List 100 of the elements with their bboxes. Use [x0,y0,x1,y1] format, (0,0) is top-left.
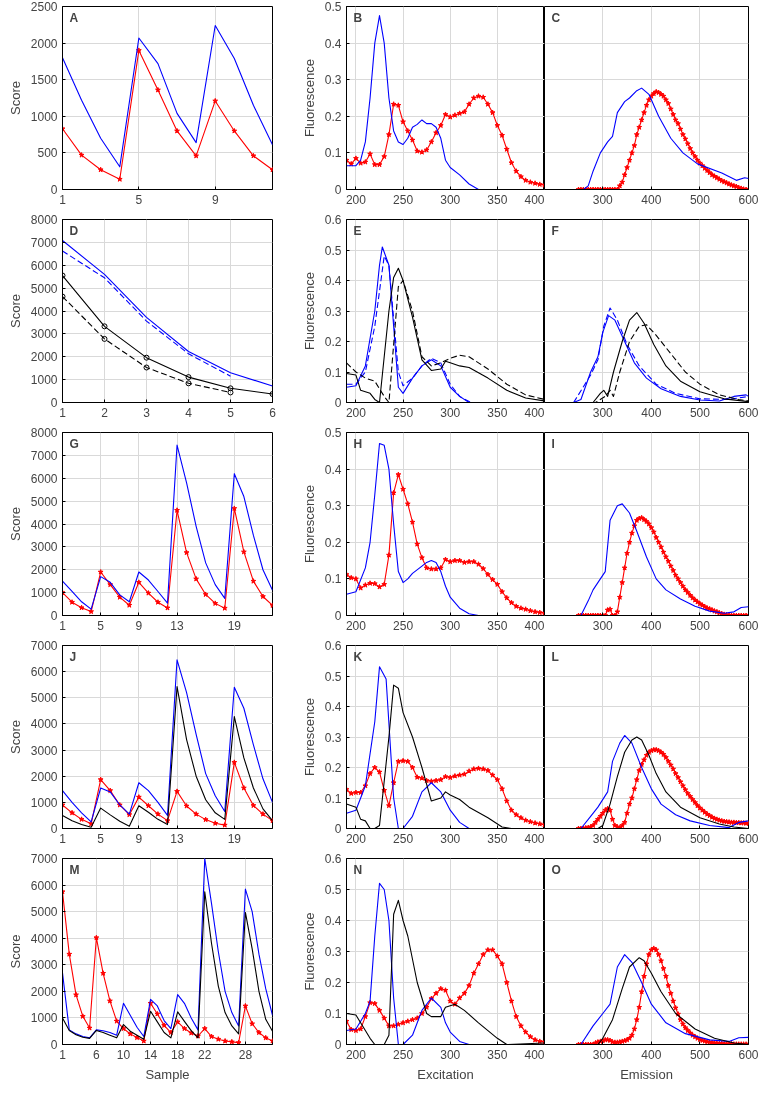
x-tick-label: 250 [393,1047,414,1062]
x-tick-label: 5 [97,831,105,846]
x-tick-label: 1 [59,405,67,420]
y-tick-label: 0 [334,822,342,836]
x-tick-label: 600 [738,618,759,633]
chart-title: G [69,436,79,451]
y-tick-label: 0.6 [324,213,342,227]
x-tick-label: 5 [97,618,105,633]
x-tick-label: 400 [641,192,662,207]
y-tick-label: 1000 [30,586,58,601]
x-tick-label: 500 [689,618,711,633]
x-tick-label: 500 [689,405,711,420]
y-tick-label: 8000 [30,426,58,440]
y-tick-label: 2000 [30,984,58,999]
y-tick-label: 4000 [30,717,58,732]
chart-title: M [69,862,80,877]
x-tick-label: 400 [524,831,545,846]
y-tick-label: 0 [334,1038,342,1052]
y-tick-label: 2000 [30,769,58,784]
y-axis-title: Fluorescence [301,58,317,138]
chart-title: I [551,436,555,451]
y-tick-label: 0.4 [324,36,342,51]
chart-title: O [551,862,561,877]
x-tick-label: 400 [524,192,545,207]
x-tick-label: 300 [440,405,461,420]
y-tick-label: 0 [50,396,58,410]
y-axis-title: Score [7,720,23,754]
y-tick-label: 6000 [30,471,58,486]
y-tick-label: 0.4 [324,914,342,928]
y-tick-label: 0.6 [324,639,342,653]
x-tick-label: 300 [592,618,614,633]
x-tick-label: 250 [393,618,414,633]
y-axis-title: Score [7,294,23,328]
y-tick-label: 0.4 [324,462,342,477]
x-tick-label: 350 [487,405,508,420]
y-tick-label: 0 [334,183,342,197]
x-tick-label: 2 [101,405,109,420]
chart-title: F [551,223,559,238]
chart-title: C [551,10,561,25]
x-tick-label: 300 [592,1047,614,1062]
y-tick-label: 4000 [30,304,58,319]
x-tick-label: 4 [185,405,193,420]
y-tick-label: 2000 [30,563,58,578]
y-tick-label: 4000 [30,517,58,532]
y-tick-label: 1000 [30,795,58,810]
chart-title: D [69,223,79,238]
y-axis-title: Score [7,934,23,969]
x-tick-label: 200 [345,192,367,207]
y-tick-label: 0.1 [324,791,342,806]
x-tick-label: 400 [524,618,545,633]
x-tick-label: 1 [59,1047,67,1062]
y-axis-title: Fluorescence [301,271,317,351]
y-tick-label: 0.2 [324,976,342,990]
chart-title: K [353,649,363,664]
chart-title: H [353,436,363,451]
y-tick-label: 0.1 [324,146,342,161]
x-tick-label: 600 [738,192,759,207]
y-tick-label: 3000 [30,327,58,342]
y-axis-title: Fluorescence [301,697,317,777]
y-tick-label: 6000 [30,878,58,893]
y-axis-title: Fluorescence [301,912,317,991]
x-tick-label: 300 [440,618,461,633]
y-tick-label: 2000 [30,36,58,51]
x-tick-label: 9 [211,192,219,207]
x-tick-label: 300 [440,831,461,846]
y-tick-label: 0.2 [324,109,342,124]
x-tick-label: 10 [116,1047,131,1062]
chart-title: B [353,10,363,25]
x-tick-label: 400 [524,1047,545,1062]
y-tick-label: 0.5 [324,0,342,14]
x-tick-label: 200 [345,618,367,633]
x-tick-label: 9 [135,618,143,633]
x-tick-label: 200 [345,405,367,420]
y-tick-label: 0.4 [324,274,342,288]
y-tick-label: 500 [37,146,58,161]
x-tick-label: 600 [738,405,759,420]
x-axis-title: Emission [620,1066,673,1082]
y-tick-label: 7000 [30,448,58,463]
x-tick-label: 250 [393,831,414,846]
x-tick-label: 300 [440,192,461,207]
x-tick-label: 200 [345,1047,367,1062]
y-tick-label: 0.1 [324,365,342,380]
y-tick-label: 0.4 [324,700,342,714]
x-tick-label: 13 [170,831,185,846]
y-tick-label: 0.5 [324,426,342,440]
y-tick-label: 0.3 [324,73,342,88]
y-tick-label: 1000 [30,109,58,124]
x-tick-label: 600 [738,1047,759,1062]
x-tick-label: 500 [689,1047,711,1062]
y-tick-label: 2500 [30,0,58,14]
chart-title: A [69,10,79,25]
x-tick-label: 6 [93,1047,101,1062]
x-tick-label: 6 [269,405,277,420]
x-tick-label: 1 [59,831,67,846]
x-tick-label: 5 [135,192,143,207]
x-tick-label: 300 [592,405,614,420]
x-tick-label: 13 [170,618,185,633]
x-tick-label: 400 [641,618,662,633]
x-tick-label: 600 [738,831,759,846]
y-tick-label: 3000 [30,540,58,555]
